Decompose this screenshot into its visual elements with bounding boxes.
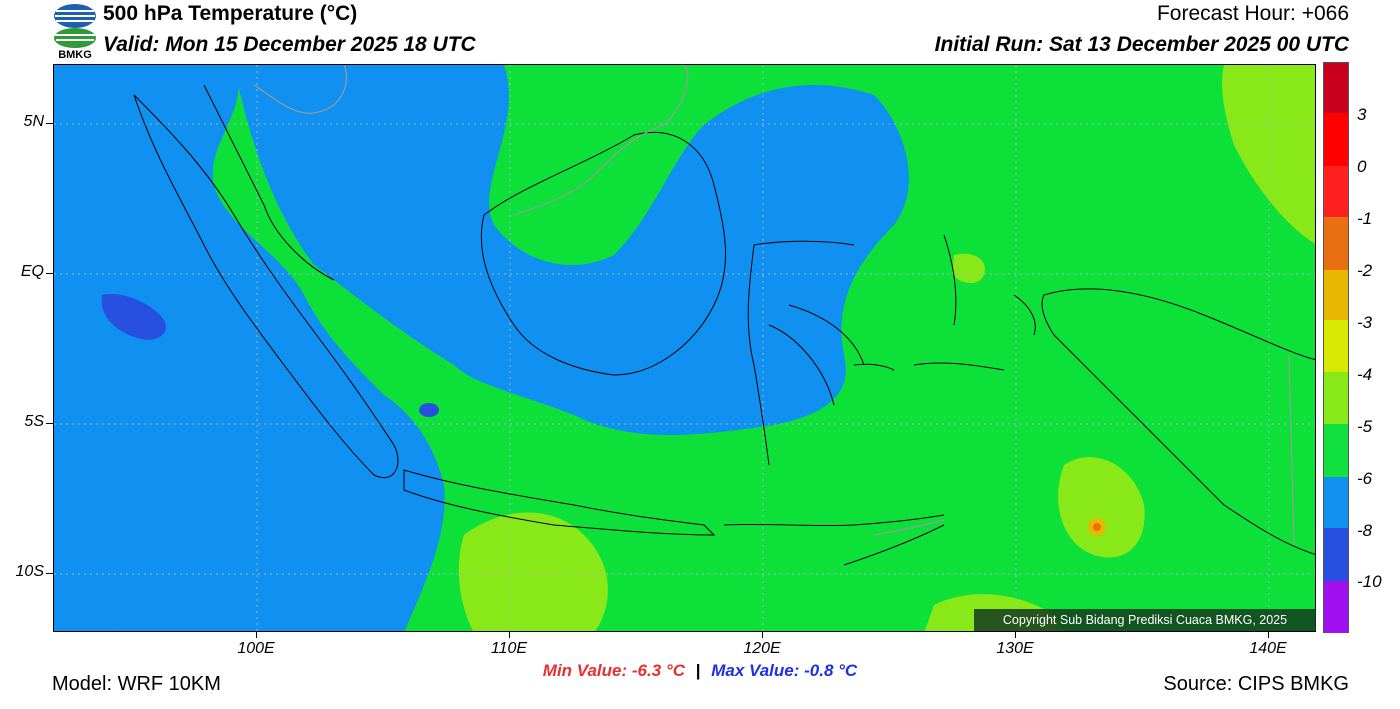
lon-tick: [762, 632, 763, 638]
lat-tick: [46, 423, 53, 424]
valid-time: Valid: Mon 15 December 2025 18 UTC: [103, 33, 476, 56]
colorbar-label: 0: [1357, 157, 1367, 176]
temperature-map: [53, 64, 1316, 632]
lon-tick: [1015, 632, 1016, 638]
colorbar-segment: [1324, 528, 1348, 581]
lon-label-110e: 110E: [490, 640, 528, 657]
colorbar-label: -10: [1357, 572, 1382, 591]
colorbar-label: -6: [1357, 469, 1373, 488]
lon-tick: [1268, 632, 1269, 638]
colorbar-segment: [1324, 372, 1348, 424]
graticule: [54, 65, 1315, 631]
initial-run: Initial Run: Sat 13 December 2025 00 UTC: [934, 33, 1349, 56]
colorbar-segment: [1324, 424, 1348, 477]
lat-label-eq: EQ: [20, 263, 44, 280]
lat-tick: [46, 123, 53, 124]
lon-tick: [509, 632, 510, 638]
colorbar-segment: [1324, 217, 1348, 270]
colorbar-segment: [1324, 166, 1348, 217]
stats-separator: |: [695, 661, 701, 680]
bmkg-logo: BMKG: [52, 2, 98, 61]
colorbar-label: -8: [1357, 521, 1373, 540]
lat-tick: [46, 273, 53, 274]
model-label: Model: WRF 10KM: [52, 673, 221, 695]
cold-region-shading: [54, 65, 909, 631]
national-borders: [253, 65, 1295, 546]
coastlines: [133, 84, 1315, 566]
min-max-values: Min Value: -6.3 °C | Max Value: -0.8 °C: [0, 661, 1400, 681]
lon-label-100e: 100E: [237, 640, 275, 657]
source-label: Source: CIPS BMKG: [1163, 673, 1349, 695]
colorbar-segment: [1324, 270, 1348, 320]
colorbar-label: 3: [1357, 105, 1367, 124]
colorbar-segment: [1324, 581, 1348, 633]
colorbar-label: -2: [1357, 261, 1373, 280]
colorbar-segment: [1324, 320, 1348, 372]
chart-title: 500 hPa Temperature (°C): [103, 2, 358, 25]
lat-tick: [46, 573, 53, 574]
colorbar-segment: [1324, 113, 1348, 166]
min-value: Min Value: -6.3 °C: [542, 661, 685, 680]
copyright-banner: Copyright Sub Bidang Prediksi Cuaca BMKG…: [974, 609, 1316, 631]
logo-text: BMKG: [58, 49, 92, 60]
lon-label-120e: 120E: [743, 640, 781, 657]
lat-label-10s: 10S: [15, 563, 44, 580]
lat-label-5s: 5S: [24, 413, 44, 430]
colorbar-segment: [1324, 63, 1348, 113]
lon-label-130e: 130E: [996, 640, 1034, 657]
lat-label-5n: 5N: [23, 113, 44, 130]
lon-label-140e: 140E: [1249, 640, 1287, 657]
colorbar-label: -3: [1357, 313, 1373, 332]
lon-tick: [256, 632, 257, 638]
colorbar-label: -1: [1357, 209, 1373, 228]
very-cold-patches: [101, 294, 439, 417]
colorbar-label: -5: [1357, 417, 1373, 436]
hot-spot: [1088, 518, 1106, 536]
forecast-hour: Forecast Hour: +066: [1156, 2, 1349, 25]
colorbar-label: -4: [1357, 365, 1373, 384]
colorbar-segment: [1324, 477, 1348, 528]
max-value: Max Value: -0.8 °C: [711, 661, 858, 680]
colorbar: [1323, 62, 1349, 633]
